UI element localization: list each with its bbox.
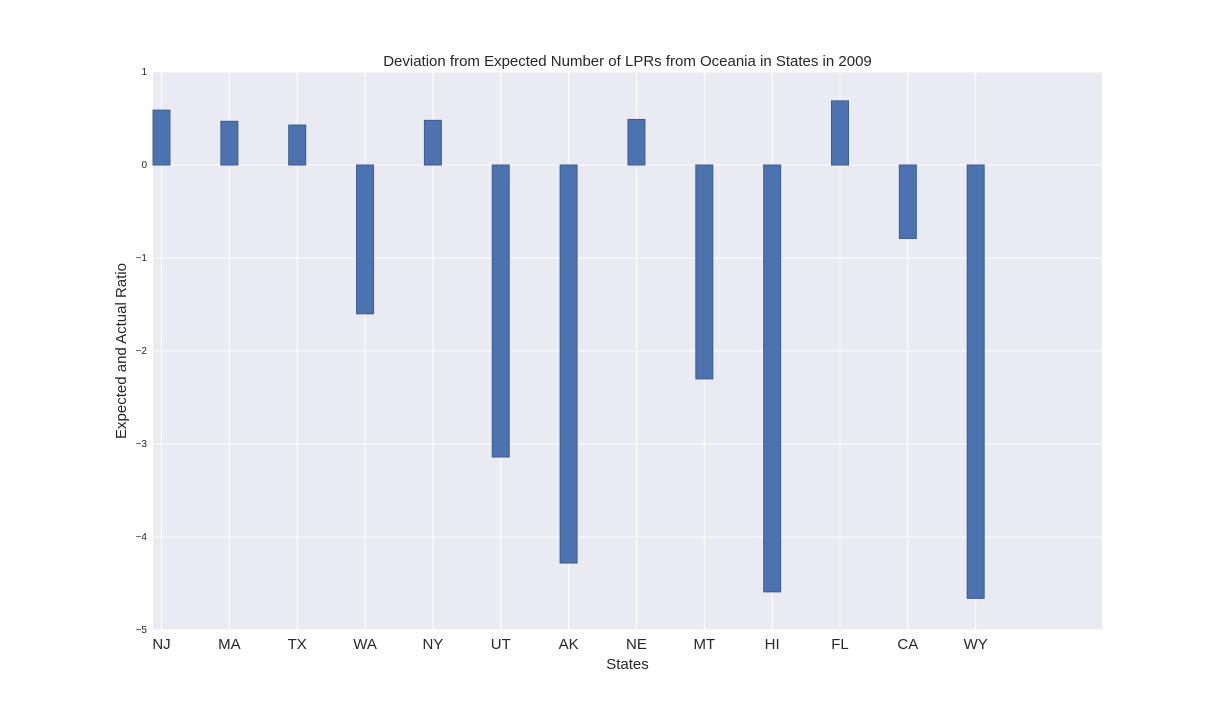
y-tick-label: −5: [136, 625, 148, 636]
x-tick-label-ut: UT: [491, 636, 511, 653]
bar-mt: [695, 164, 714, 380]
y-tick-label: −1: [136, 253, 148, 264]
bar-ma: [220, 120, 239, 166]
bar-ny: [423, 119, 442, 166]
x-tick-label-wy: WY: [964, 636, 988, 653]
x-axis-label: States: [606, 656, 649, 673]
x-tick-label-wa: WA: [353, 636, 377, 653]
bar-ak: [559, 164, 578, 564]
bars: [152, 100, 985, 599]
bar-ca: [898, 164, 917, 239]
bar-wy: [966, 164, 985, 599]
x-tick-label-ak: AK: [559, 636, 579, 653]
y-axis-label: Expected and Actual Ratio: [113, 263, 130, 439]
x-tick-label-ne: NE: [626, 636, 647, 653]
y-tick-label: 0: [141, 160, 147, 171]
x-tick-label-tx: TX: [288, 636, 307, 653]
y-tick-label: −4: [136, 532, 148, 543]
y-tick-labels: 1 0 −1 −2 −3 −4 −5: [136, 67, 148, 636]
bar-nj: [152, 109, 171, 166]
bar-fl: [831, 100, 849, 166]
x-tick-labels: NJ MA TX WA NY UT AK NE MT HI FL CA WY: [152, 636, 987, 653]
y-tick-label: 1: [141, 67, 147, 78]
y-tick-label: −2: [136, 346, 148, 357]
bar-ne: [627, 118, 646, 166]
x-tick-label-ca: CA: [897, 636, 918, 653]
x-tick-label-ny: NY: [422, 636, 443, 653]
x-tick-label-nj: NJ: [152, 636, 170, 653]
x-tick-label-ma: MA: [218, 636, 241, 653]
bar-wa: [356, 164, 375, 315]
x-tick-label-mt: MT: [693, 636, 715, 653]
bar-tx: [288, 124, 307, 166]
x-tick-label-fl: FL: [831, 636, 849, 653]
chart-title: Deviation from Expected Number of LPRs f…: [383, 53, 872, 70]
y-tick-label: −3: [136, 439, 148, 450]
bar-hi: [763, 164, 782, 593]
bar-ut: [491, 164, 510, 458]
x-tick-label-hi: HI: [765, 636, 780, 653]
